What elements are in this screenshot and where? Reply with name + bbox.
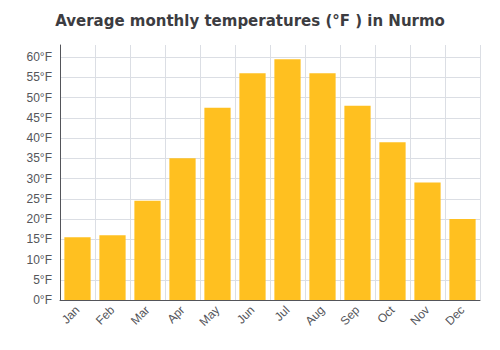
svg-text:Oct: Oct [374, 303, 398, 327]
svg-text:Average monthly temperatures (: Average monthly temperatures (°F ) in Nu… [55, 12, 445, 30]
svg-text:40°F: 40°F [27, 131, 52, 145]
svg-text:10°F: 10°F [27, 253, 52, 267]
svg-text:Sep: Sep [337, 303, 362, 328]
svg-text:Feb: Feb [93, 303, 118, 328]
svg-text:30°F: 30°F [27, 172, 52, 186]
svg-text:0°F: 0°F [33, 293, 52, 307]
svg-text:Apr: Apr [164, 303, 187, 326]
svg-text:Dec: Dec [442, 303, 467, 328]
svg-text:Nov: Nov [407, 303, 432, 328]
svg-text:50°F: 50°F [27, 91, 52, 105]
svg-text:55°F: 55°F [27, 70, 52, 84]
svg-text:60°F: 60°F [27, 50, 52, 64]
svg-text:5°F: 5°F [33, 273, 52, 287]
svg-text:20°F: 20°F [27, 212, 52, 226]
svg-text:Jun: Jun [234, 303, 258, 327]
svg-text:Mar: Mar [128, 303, 153, 327]
svg-text:45°F: 45°F [27, 111, 52, 125]
svg-text:Aug: Aug [302, 303, 327, 328]
svg-text:Jul: Jul [272, 303, 293, 324]
svg-text:15°F: 15°F [27, 232, 52, 246]
svg-text:25°F: 25°F [27, 192, 52, 206]
svg-text:35°F: 35°F [27, 151, 52, 165]
svg-text:Jan: Jan [59, 303, 83, 327]
svg-text:May: May [197, 303, 223, 329]
